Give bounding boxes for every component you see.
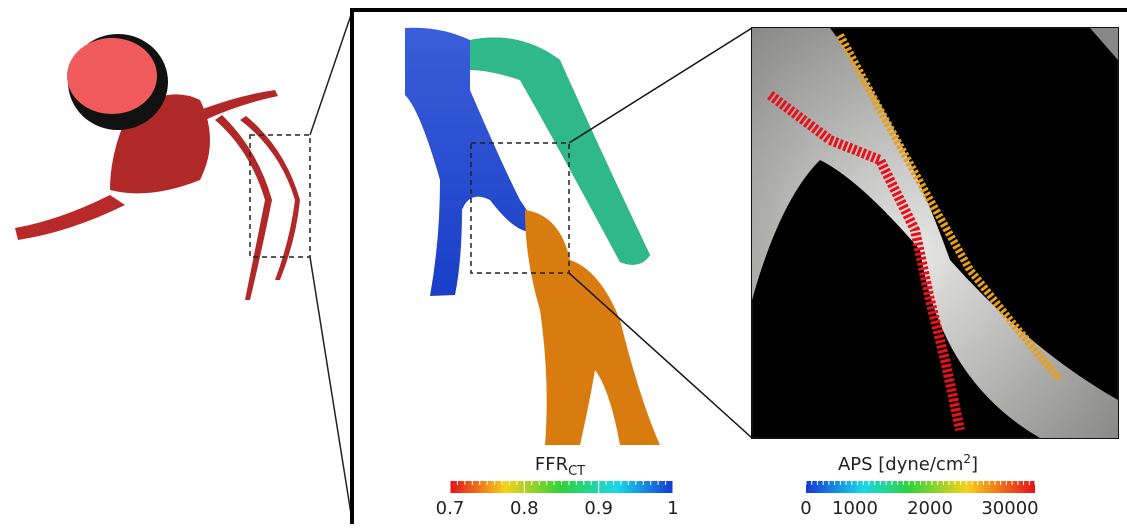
colorbar-title: APS [dyne/cm2] bbox=[838, 452, 978, 475]
tick-label: 1 bbox=[667, 498, 678, 519]
aps-colorbar: APS [dyne/cm2] bbox=[806, 452, 1035, 493]
tick-label: 1000 bbox=[832, 498, 878, 519]
title-end: ] bbox=[971, 454, 978, 475]
figure: FFRCT APS [dyne/cm2] 0.7 0.8 0.9 1 0 1000 2000… bbox=[0, 0, 1127, 524]
tick-label: 2000 bbox=[907, 498, 953, 519]
title: FFR bbox=[535, 454, 568, 475]
vessel-model bbox=[15, 12, 352, 520]
tick-label: 0.9 bbox=[584, 498, 613, 519]
title-subscript: CT bbox=[568, 464, 585, 479]
title-superscript: 2 bbox=[963, 452, 971, 466]
colorbar-title: FFRCT bbox=[535, 454, 585, 479]
aps-panel bbox=[752, 28, 1118, 438]
ffr-colorbar: FFRCT bbox=[450, 454, 673, 493]
title: APS [dyne/cm bbox=[838, 454, 963, 475]
tick-label: 30000 bbox=[981, 498, 1038, 519]
tick-label: 0 bbox=[800, 498, 811, 519]
tick-label: 0.8 bbox=[510, 498, 539, 519]
tick-label: 0.7 bbox=[436, 498, 465, 519]
ffr-vessel bbox=[405, 28, 752, 445]
page: FFRCT APS [dyne/cm2] 0.7 0.8 0.9 1 0 1000 2000… bbox=[0, 0, 1127, 524]
